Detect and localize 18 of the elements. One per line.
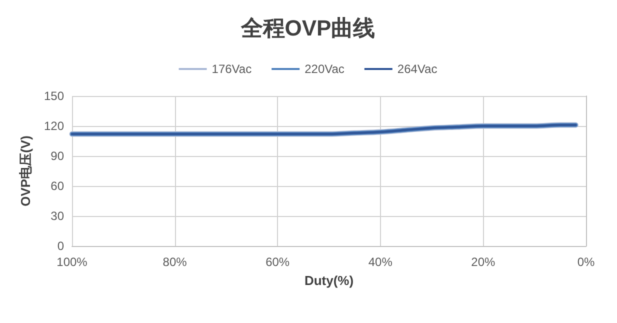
y-tick-label: 30 xyxy=(50,209,64,223)
x-tick-label: 60% xyxy=(266,255,290,269)
x-tick-label: 100% xyxy=(56,255,88,269)
legend-label: 264Vac xyxy=(397,62,438,76)
legend-label: 176Vac xyxy=(212,62,252,76)
y-tick-label: 90 xyxy=(50,149,64,163)
x-tick-label: 20% xyxy=(471,255,496,269)
x-axis-title: Duty(%) xyxy=(304,273,354,288)
legend-label: 220Vac xyxy=(304,62,344,76)
y-tick-label: 120 xyxy=(44,119,64,133)
y-tick-label: 150 xyxy=(44,89,64,103)
x-tick-label: 0% xyxy=(577,255,595,269)
y-tick-label: 60 xyxy=(50,179,64,193)
y-axis-title: OVP电压(V) xyxy=(18,136,33,206)
y-tick-label: 0 xyxy=(57,239,64,253)
x-tick-label: 80% xyxy=(162,255,188,269)
x-tick-label: 40% xyxy=(368,255,393,269)
chart-title: 全程OVP曲线 xyxy=(240,16,376,40)
